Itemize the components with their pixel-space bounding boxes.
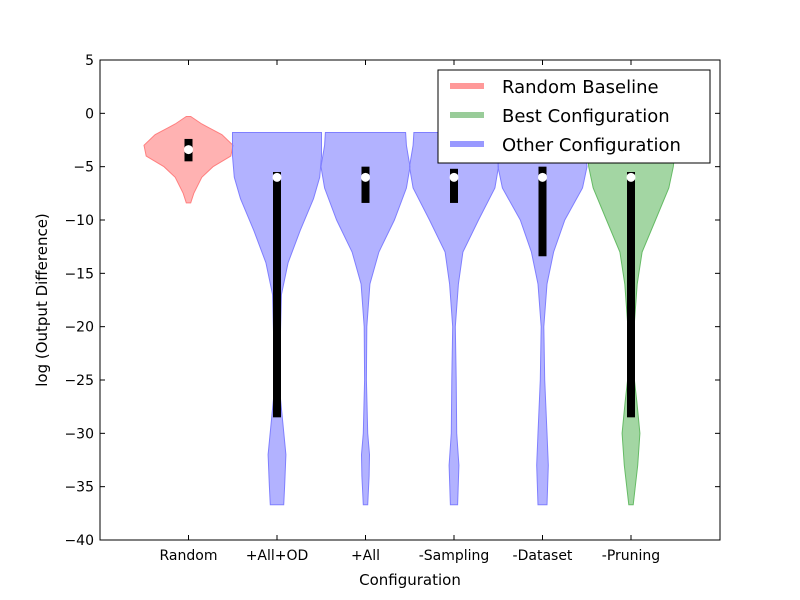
violin-sampling bbox=[408, 132, 500, 506]
median-marker-pruning bbox=[626, 172, 636, 182]
y-tick-label: −40 bbox=[64, 533, 94, 549]
y-tick-label: −25 bbox=[64, 373, 94, 389]
x-axis-tick-labels: Random +All+OD +All -Sampling -Dataset -Pruni… bbox=[160, 548, 661, 564]
median-marker-all bbox=[361, 172, 370, 182]
median-marker-dataset bbox=[538, 172, 547, 182]
y-axis-title: log (Output Difference) bbox=[33, 213, 51, 387]
iqr-bar-all-od bbox=[273, 172, 281, 418]
legend-label-other-configuration: Other Configuration bbox=[502, 135, 681, 156]
x-tick-label-all-od: +All+OD bbox=[246, 548, 309, 564]
x-tick-label-sampling: -Sampling bbox=[419, 548, 490, 564]
legend-label-random-baseline: Random Baseline bbox=[502, 77, 659, 98]
median-marker-random bbox=[184, 145, 193, 155]
iqr-bar-sampling bbox=[450, 168, 458, 203]
x-tick-label-all: +All bbox=[351, 548, 380, 564]
x-axis-title: Configuration bbox=[359, 571, 461, 589]
y-axis-ticks bbox=[100, 59, 720, 541]
violin-all bbox=[320, 132, 411, 506]
y-tick-label: −15 bbox=[64, 266, 94, 282]
y-tick-label: −20 bbox=[64, 320, 94, 336]
x-axis-ticks bbox=[188, 60, 632, 540]
y-tick-label: 0 bbox=[85, 106, 94, 122]
y-tick-label: −5 bbox=[73, 160, 94, 176]
x-tick-label-random: Random bbox=[160, 548, 218, 564]
iqr-bar-dataset bbox=[538, 166, 547, 257]
plot-frame bbox=[99, 59, 721, 541]
y-axis-tick-labels: 5 0 −5 −10 −15 −20 −25 −30 −35 −40 bbox=[64, 53, 94, 549]
x-tick-label-dataset: -Dataset bbox=[513, 548, 573, 564]
legend: Random Baseline Best Configuration Other… bbox=[437, 69, 711, 164]
y-tick-label: −10 bbox=[64, 213, 94, 229]
x-tick-label-pruning: -Pruning bbox=[602, 548, 660, 564]
y-tick-label: −35 bbox=[64, 480, 94, 496]
y-tick-label: −30 bbox=[64, 426, 94, 442]
legend-label-best-configuration: Best Configuration bbox=[502, 106, 670, 127]
violins bbox=[143, 116, 676, 506]
violin-statistics bbox=[184, 138, 636, 418]
median-marker-sampling bbox=[449, 172, 459, 182]
iqr-bar-pruning bbox=[627, 172, 635, 418]
iqr-bar-all bbox=[361, 166, 370, 203]
y-tick-label: 5 bbox=[85, 53, 94, 69]
median-marker-all-od bbox=[272, 172, 282, 182]
